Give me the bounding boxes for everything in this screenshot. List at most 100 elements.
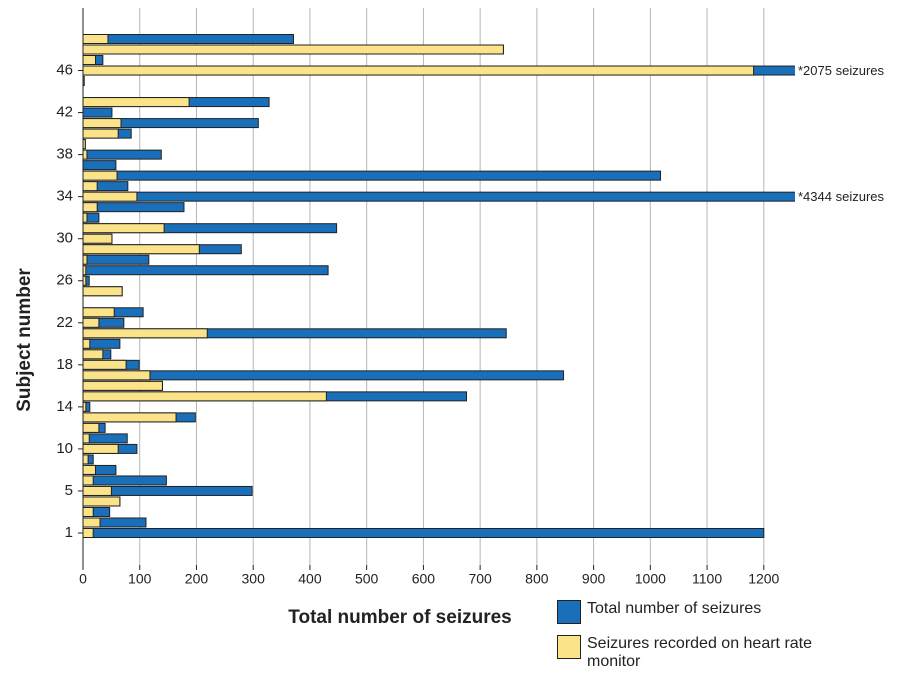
bar [83,76,85,87]
bar [83,338,91,349]
bar [83,401,87,412]
x-tick-label: 300 [242,571,266,587]
bar [83,517,101,528]
bar [83,97,190,108]
legend-label: Seizures recorded on heart rate monitor [587,635,813,670]
bar [83,181,98,192]
bar [83,464,117,475]
bar [83,44,504,55]
bar [83,496,121,507]
x-tick-label: 100 [128,571,152,587]
bar [83,422,100,433]
bar [83,328,208,339]
bar [83,380,163,391]
legend-item: Seizures recorded on heart rate monitor [557,635,817,671]
x-tick-label: 400 [298,571,322,587]
y-tick-label: 34 [56,188,73,205]
x-tick-label: 1000 [635,571,666,587]
bar [83,528,94,538]
legend-item: Total number of seizures [557,600,761,624]
bar [83,328,507,339]
bar [83,55,96,66]
y-tick-label: 30 [56,230,73,247]
bar [83,401,91,412]
bar [83,265,329,276]
x-tick-label: 900 [582,571,606,587]
bar [83,233,113,244]
bar [83,349,104,360]
annotation: *4344 seizures [798,189,884,204]
bar [83,485,112,496]
x-tick-label: 0 [79,571,87,587]
bar [83,65,755,76]
y-axis-label: Subject number [14,268,35,412]
bar [83,181,129,192]
y-tick-label: 38 [56,146,73,163]
x-tick-label: 700 [468,571,492,587]
x-axis-label: Total number of seizures [288,607,511,628]
bar [83,254,150,265]
bar [83,170,118,181]
y-tick-label: 46 [56,62,73,79]
bar [83,517,147,528]
y-tick-label: 1 [65,524,73,541]
bar [83,202,185,213]
legend-label: Total number of seizures [587,600,762,617]
bar [83,223,338,234]
bar [83,170,662,181]
bar [83,412,177,423]
bar [83,485,253,496]
y-tick-label: 26 [56,272,73,289]
legend-swatch [557,635,581,659]
bar [83,191,138,202]
bar [83,528,765,538]
x-tick-label: 500 [355,571,379,587]
annotation: *2075 seizures [798,63,884,78]
y-tick-label: 22 [56,314,73,331]
bar [83,128,119,139]
bar [83,443,119,454]
bar [83,464,96,475]
bar [83,475,94,486]
legend-swatch [557,600,581,624]
y-tick-label: 5 [65,482,73,499]
bar [83,338,121,349]
bar [83,275,87,286]
bar [83,475,167,486]
x-tick-label: 200 [185,571,209,587]
bar [83,254,88,265]
bar [83,160,117,171]
bar [83,391,327,402]
x-tick-label: 800 [525,571,549,587]
bar [83,212,88,223]
x-tick-label: 600 [412,571,436,587]
bar [83,433,90,444]
bar [83,286,123,297]
bar [83,307,115,318]
bar [83,506,94,517]
bar [83,149,162,160]
bar [83,370,565,381]
bar [83,370,151,381]
bar [83,265,87,276]
bar [83,317,125,328]
bar [83,118,122,129]
y-tick-label: 18 [56,356,73,373]
x-tick-label: 1100 [692,571,722,587]
bar [83,506,111,517]
bar [83,317,100,328]
bar [83,202,98,213]
y-tick-label: 14 [56,398,73,415]
bar [83,433,128,444]
bar [83,244,200,255]
x-tick-label: 1200 [748,571,779,587]
bar [83,139,86,150]
bar [83,359,127,370]
bar [83,223,165,234]
bar [83,149,88,160]
bar [83,34,109,44]
bar [83,191,795,202]
bar [83,118,259,129]
